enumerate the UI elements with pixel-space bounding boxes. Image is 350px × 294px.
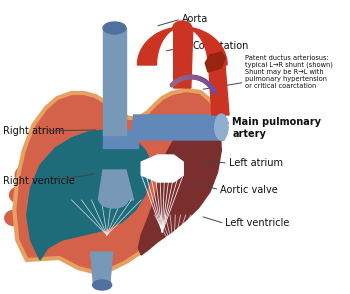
Ellipse shape bbox=[9, 187, 29, 203]
Text: Right ventricle: Right ventricle bbox=[4, 176, 75, 186]
Polygon shape bbox=[205, 52, 225, 72]
Polygon shape bbox=[132, 115, 224, 140]
Polygon shape bbox=[91, 252, 113, 285]
Polygon shape bbox=[27, 130, 151, 260]
Text: Main pulmonary
artery: Main pulmonary artery bbox=[232, 117, 321, 139]
Text: Aorta: Aorta bbox=[182, 14, 208, 24]
Text: Right atrium: Right atrium bbox=[4, 126, 65, 136]
Polygon shape bbox=[103, 28, 126, 135]
Polygon shape bbox=[138, 27, 227, 65]
Text: Patent ductus arteriosus:
typical L→R shunt (shown)
Shunt may be R→L with
pulmon: Patent ductus arteriosus: typical L→R sh… bbox=[245, 55, 333, 89]
Polygon shape bbox=[103, 130, 138, 148]
Text: Left atrium: Left atrium bbox=[229, 158, 283, 168]
Polygon shape bbox=[98, 170, 134, 200]
Ellipse shape bbox=[15, 166, 36, 184]
Polygon shape bbox=[174, 28, 193, 88]
Ellipse shape bbox=[173, 21, 192, 35]
Polygon shape bbox=[141, 155, 183, 182]
Polygon shape bbox=[14, 90, 222, 272]
Polygon shape bbox=[208, 55, 229, 115]
Polygon shape bbox=[138, 118, 222, 255]
Text: Coarctation: Coarctation bbox=[192, 41, 248, 51]
Ellipse shape bbox=[99, 192, 128, 208]
Ellipse shape bbox=[5, 211, 22, 225]
Text: Aortic valve: Aortic valve bbox=[220, 185, 278, 195]
Ellipse shape bbox=[103, 22, 126, 34]
Ellipse shape bbox=[92, 280, 112, 290]
Text: Left ventricle: Left ventricle bbox=[225, 218, 290, 228]
Ellipse shape bbox=[215, 114, 228, 140]
